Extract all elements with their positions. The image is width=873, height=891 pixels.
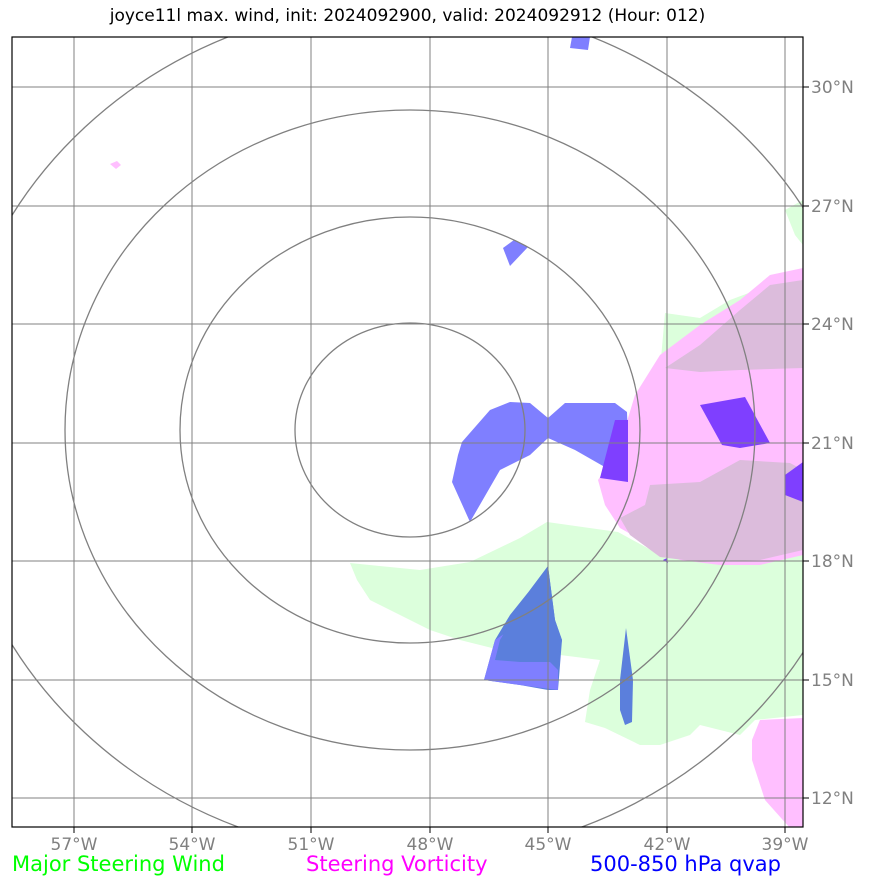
lat-tick-label: 12°N: [811, 789, 854, 809]
legend-qvap: 500-850 hPa qvap: [590, 852, 781, 876]
map-title: joyce11l max. wind, init: 2024092900, va…: [109, 6, 706, 26]
lat-tick-label: 21°N: [811, 434, 854, 454]
lat-tick-label: 15°N: [811, 671, 854, 691]
lon-tick-label: 45°W: [525, 835, 572, 855]
lat-tick-label: 27°N: [811, 197, 854, 217]
lon-axis: 57°W 54°W 51°W 48°W 45°W 42°W 39°W: [51, 827, 809, 855]
lat-axis: 30°N 27°N 24°N 21°N 18°N 15°N 12°N: [803, 78, 854, 809]
range-rings: [12, 37, 803, 827]
lat-tick-label: 18°N: [811, 552, 854, 572]
lon-tick-label: 48°W: [407, 835, 454, 855]
lon-tick-label: 39°W: [762, 835, 809, 855]
lon-tick-label: 42°W: [644, 835, 691, 855]
legend-steering-wind: Major Steering Wind: [12, 852, 225, 876]
qvap-layer: [452, 37, 803, 725]
lon-tick-label: 54°W: [169, 835, 216, 855]
lon-tick-label: 57°W: [51, 835, 98, 855]
lon-tick-label: 51°W: [288, 835, 335, 855]
lat-tick-label: 24°N: [811, 315, 854, 335]
wind-vorticity-overlap: [620, 280, 803, 562]
lat-tick-label: 30°N: [811, 78, 854, 98]
legend-steering-vorticity: Steering Vorticity: [306, 852, 488, 876]
map-frame: [11, 36, 804, 828]
graticule: [12, 37, 803, 827]
